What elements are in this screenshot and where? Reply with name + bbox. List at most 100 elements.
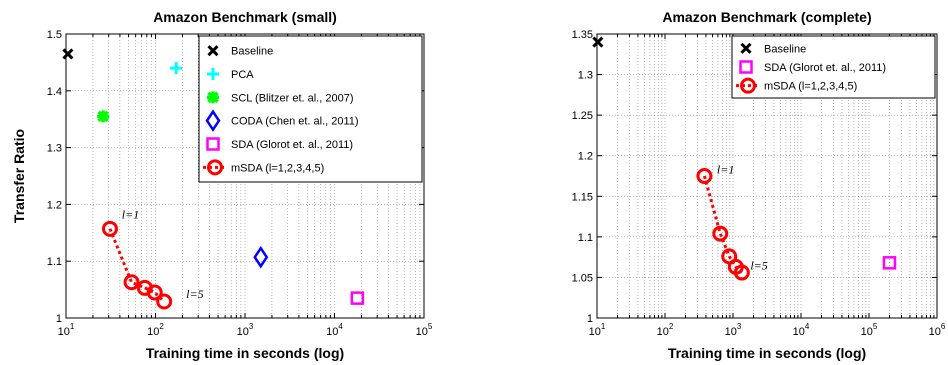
legend-marker	[206, 137, 220, 151]
x-tick-exponent: 2	[159, 322, 164, 331]
x-tick-exponent: 4	[805, 322, 810, 331]
x-tick-base: 10	[58, 326, 70, 338]
series-pca	[170, 62, 183, 75]
data-point	[592, 36, 604, 48]
legend-label: SCL (Blitzer et. al., 2007)	[231, 92, 353, 104]
x-axis-label: Training time in seconds (log)	[146, 345, 344, 361]
x-tick-label: 106	[929, 322, 946, 338]
legend-marker	[207, 45, 219, 57]
legend-marker	[739, 60, 753, 74]
y-tick-label: 1.1	[47, 256, 62, 268]
y-tick-label: 1	[56, 313, 62, 325]
chart-title: Amazon Benchmark (small)	[153, 9, 337, 25]
y-tick-label: 1.1	[578, 232, 593, 244]
x-axis-ticks: 101 102 103 104 105 106	[589, 34, 946, 338]
y-tick-label: 1.05	[572, 272, 593, 284]
series-coda-chen-et-al-2011	[253, 245, 269, 269]
y-tick-label: 1.2	[578, 151, 593, 163]
x-tick-label: 103	[237, 322, 254, 338]
y-tick-label: 1.4	[47, 86, 62, 98]
x-tick-base: 10	[147, 326, 159, 338]
data-point	[97, 110, 110, 123]
axes-frame	[596, 33, 938, 319]
y-tick-label: 1.25	[572, 110, 593, 122]
data-point	[350, 291, 365, 305]
legend-marker	[740, 77, 756, 94]
annotation-label: l=1	[717, 163, 734, 177]
legend-marker	[207, 91, 219, 104]
x-tick-exponent: 2	[669, 322, 674, 331]
x-tick-label: 104	[326, 322, 343, 338]
series-line	[108, 228, 166, 303]
x-axis-label: Training time in seconds (log)	[668, 345, 866, 361]
x-tick-base: 10	[929, 326, 941, 338]
legend-marker	[207, 159, 223, 176]
x-tick-base: 10	[793, 326, 805, 338]
legend-marker	[205, 109, 221, 132]
legend-label: Baseline	[231, 46, 273, 58]
x-tick-label: 105	[861, 322, 878, 338]
x-tick-base: 10	[237, 326, 249, 338]
data-point	[882, 256, 897, 270]
data-point	[146, 284, 163, 301]
x-tick-base: 10	[326, 326, 338, 338]
series-baseline	[62, 48, 74, 60]
data-point	[62, 48, 74, 60]
series-msda-l-1-2-3-4-5	[696, 168, 750, 281]
series-sda-glorot-et-al-2011	[350, 291, 365, 305]
x-tick-exponent: 3	[249, 322, 254, 331]
data-point	[170, 62, 183, 75]
y-tick-label: 1	[587, 313, 593, 325]
y-axis-ticks: 1 1.05 1.1 1.15 1.2 1.25 1.3 1.35	[572, 29, 937, 325]
x-tick-exponent: 3	[737, 322, 742, 331]
y-tick-label: 1.35	[572, 29, 593, 41]
legend-label: SDA (Glorot et. al., 2011)	[231, 139, 353, 151]
chart-complete: 101 102 103 104 105 10611.051.11.151.21.251.3…	[572, 9, 946, 361]
data-point	[123, 274, 140, 291]
x-tick-label: 102	[657, 322, 674, 338]
chart-title: Amazon Benchmark (complete)	[662, 9, 871, 25]
data-point	[101, 220, 118, 237]
x-tick-base: 10	[657, 326, 669, 338]
data-point	[156, 293, 173, 310]
annotation-label: l=1	[122, 208, 139, 222]
legend-label: CODA (Chen et. al., 2011)	[231, 116, 359, 128]
data-point	[253, 245, 269, 269]
legend-label: SDA (Glorot et. al., 2011)	[764, 62, 886, 74]
y-tick-label: 1.3	[578, 70, 593, 82]
x-tick-label: 104	[793, 322, 810, 338]
legend: Baseline SDA (Glorot et. al., 2011) mSDA (…	[731, 35, 936, 99]
x-tick-base: 10	[861, 326, 873, 338]
legend-label: mSDA (l=1,2,3,4,5)	[764, 81, 857, 93]
y-tick-label: 1.2	[47, 199, 62, 211]
series-line	[702, 175, 743, 274]
x-tick-label: 105	[416, 322, 433, 338]
y-axis-ticks: 1 1.1 1.2 1.3 1.4 1.5	[47, 29, 424, 325]
x-tick-exponent: 5	[428, 322, 433, 331]
series-msda-l-1-2-3-4-5	[101, 220, 173, 310]
annotation-label: l=5	[750, 258, 767, 272]
data-point	[696, 168, 713, 184]
legend-box	[731, 35, 936, 99]
x-tick-exponent: 1	[601, 322, 606, 331]
x-tick-exponent: 1	[70, 322, 75, 331]
x-tick-exponent: 5	[873, 322, 878, 331]
legend-label: Baseline	[764, 43, 806, 55]
legend-marker	[207, 68, 219, 80]
data-point	[733, 264, 750, 281]
y-tick-label: 1.15	[572, 191, 593, 203]
x-tick-base: 10	[589, 326, 601, 338]
data-point	[712, 225, 729, 242]
series-scl-blitzer-et-al-2007	[97, 110, 110, 123]
legend: Baseline PCA SCL (Blitzer et. al., 2007) CO…	[198, 35, 423, 183]
y-tick-label: 1.3	[47, 143, 62, 155]
annotation-label: l=5	[186, 287, 203, 301]
x-axis-ticks: 101 102 103 104 105	[58, 34, 433, 338]
x-tick-label: 103	[725, 322, 742, 338]
x-tick-base: 10	[725, 326, 737, 338]
y-axis-label: Transfer Ratio	[11, 129, 27, 223]
legend-label: mSDA (l=1,2,3,4,5)	[231, 162, 324, 174]
series-baseline	[592, 36, 604, 48]
x-tick-base: 10	[416, 326, 428, 338]
